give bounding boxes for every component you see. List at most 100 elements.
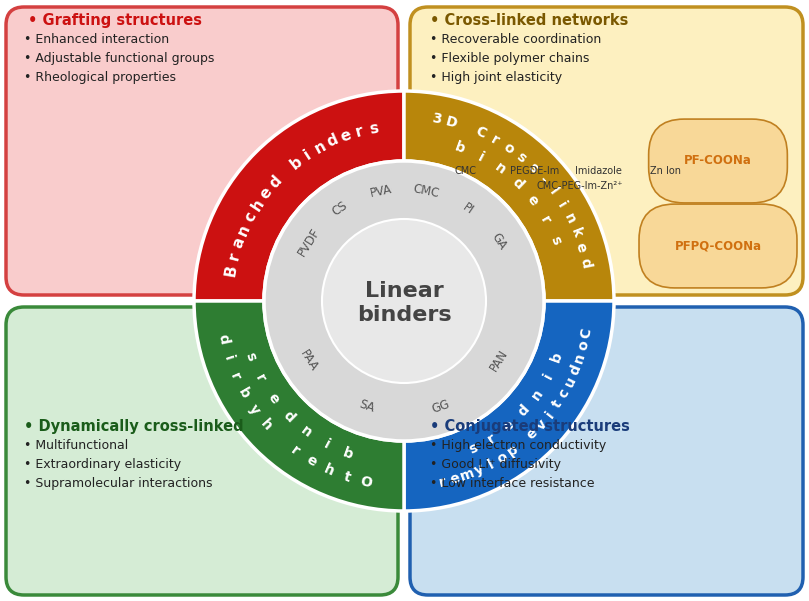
Text: n: n — [311, 138, 328, 157]
Text: CMC-PEG-Im-Zn²⁺: CMC-PEG-Im-Zn²⁺ — [536, 181, 623, 191]
FancyBboxPatch shape — [410, 307, 803, 595]
Text: • Low interface resistance: • Low interface resistance — [430, 477, 595, 490]
Text: p: p — [505, 442, 521, 459]
Text: r: r — [438, 474, 447, 490]
Text: PVDF: PVDF — [295, 225, 323, 258]
Text: d: d — [509, 175, 526, 192]
Text: CMC: CMC — [412, 182, 441, 200]
Text: i: i — [555, 199, 569, 210]
Text: O: O — [358, 474, 373, 490]
Text: e: e — [448, 471, 461, 487]
Text: r: r — [227, 251, 243, 262]
Text: -: - — [536, 172, 550, 186]
Text: c: c — [556, 386, 572, 401]
Circle shape — [264, 161, 544, 441]
Text: D: D — [444, 114, 459, 130]
Text: n: n — [529, 386, 546, 403]
Text: • Rheological properties: • Rheological properties — [24, 71, 176, 84]
Text: • Dynamically cross-linked: • Dynamically cross-linked — [24, 419, 244, 434]
Text: binders: binders — [357, 305, 451, 325]
Text: h: h — [258, 416, 275, 433]
Text: d: d — [577, 256, 593, 269]
Text: n: n — [572, 352, 588, 365]
Text: e: e — [257, 185, 275, 202]
Text: • Multifunctional: • Multifunctional — [24, 439, 129, 452]
Text: t: t — [341, 469, 352, 484]
Text: r: r — [354, 123, 365, 140]
Text: h: h — [321, 462, 336, 478]
FancyBboxPatch shape — [410, 7, 803, 295]
Text: b: b — [287, 154, 305, 172]
Text: k: k — [568, 226, 584, 239]
Wedge shape — [194, 91, 404, 301]
Text: y: y — [246, 402, 263, 418]
Text: s: s — [525, 160, 540, 176]
Text: C: C — [473, 124, 489, 141]
Text: PFPQ-COONa: PFPQ-COONa — [675, 240, 761, 252]
Text: • Enhanced interaction: • Enhanced interaction — [24, 33, 169, 46]
Text: i: i — [541, 371, 556, 382]
Text: r: r — [252, 372, 269, 385]
Text: m: m — [458, 466, 477, 484]
Text: c: c — [242, 210, 259, 225]
Text: C: C — [578, 327, 594, 340]
Text: o: o — [575, 340, 591, 352]
Text: i: i — [302, 147, 314, 162]
Text: a: a — [230, 236, 248, 251]
Text: i: i — [321, 437, 332, 452]
Text: 3: 3 — [430, 111, 442, 127]
Circle shape — [322, 219, 486, 383]
Text: • Good Li⁺ diffusivity: • Good Li⁺ diffusivity — [430, 458, 561, 471]
Text: i: i — [475, 150, 486, 164]
Text: • Grafting structures: • Grafting structures — [28, 13, 202, 28]
Text: PAN: PAN — [487, 347, 510, 374]
Text: s: s — [513, 150, 528, 165]
Text: o: o — [500, 139, 516, 157]
Text: d: d — [280, 408, 297, 425]
Text: b: b — [453, 139, 467, 156]
Text: b: b — [549, 350, 565, 364]
FancyBboxPatch shape — [6, 307, 398, 595]
Text: l: l — [485, 457, 496, 472]
Text: r: r — [227, 370, 243, 382]
Text: GG: GG — [430, 397, 452, 416]
Text: o: o — [494, 450, 510, 466]
Text: n: n — [299, 423, 315, 441]
Text: i: i — [221, 354, 235, 362]
Text: b: b — [235, 386, 252, 401]
Text: e: e — [265, 390, 282, 406]
Text: • High joint elasticity: • High joint elasticity — [430, 71, 562, 84]
Text: e: e — [573, 241, 589, 254]
Text: e: e — [524, 426, 540, 442]
Text: PAA: PAA — [298, 347, 320, 373]
Text: • Cross-linked networks: • Cross-linked networks — [430, 13, 629, 28]
Text: r: r — [485, 431, 498, 446]
Text: CMC: CMC — [455, 166, 477, 176]
Text: r: r — [537, 213, 553, 226]
Text: d: d — [325, 132, 341, 150]
Text: Linear: Linear — [365, 281, 443, 301]
Text: • Flexible polymer chains: • Flexible polymer chains — [430, 52, 590, 65]
Text: d: d — [515, 403, 532, 419]
FancyBboxPatch shape — [6, 7, 398, 295]
Text: B: B — [223, 264, 240, 278]
Text: r: r — [489, 132, 502, 148]
Text: PEGDE-Im: PEGDE-Im — [510, 166, 559, 176]
Text: • High electron conductivity: • High electron conductivity — [430, 439, 606, 452]
Text: s: s — [243, 350, 259, 363]
Text: i: i — [543, 409, 557, 421]
Text: n: n — [492, 160, 508, 178]
Text: e: e — [524, 192, 541, 209]
Text: Imidazole: Imidazole — [575, 166, 622, 176]
Text: b: b — [341, 446, 355, 462]
Text: n: n — [561, 211, 578, 226]
Wedge shape — [404, 301, 614, 511]
Text: PI: PI — [460, 201, 476, 218]
Text: y: y — [472, 462, 486, 478]
Text: GA: GA — [489, 231, 509, 252]
Text: PVA: PVA — [369, 183, 394, 200]
Text: e: e — [501, 418, 517, 435]
Text: s: s — [466, 441, 480, 457]
Text: t: t — [550, 398, 565, 411]
Text: u: u — [561, 374, 578, 389]
